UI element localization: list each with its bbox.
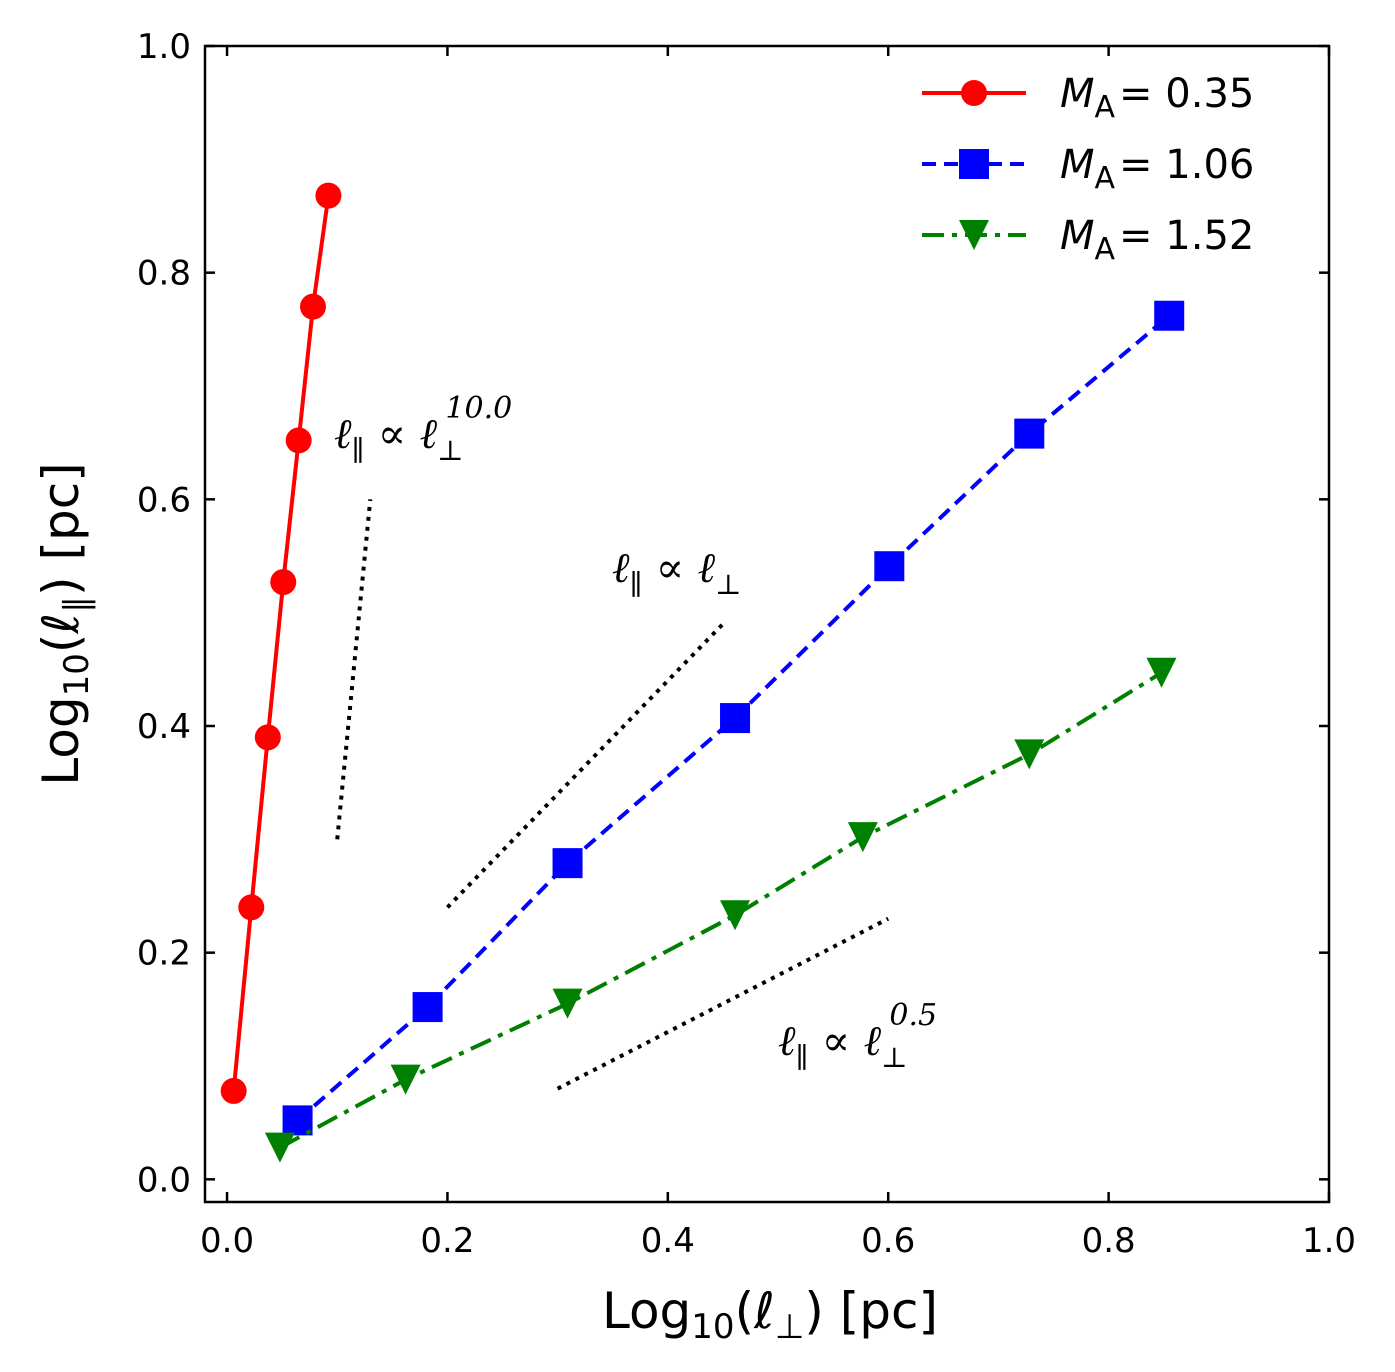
- legend-label: MA = 1.52: [1060, 213, 1254, 267]
- x-tick-label: 0.2: [420, 1221, 474, 1261]
- reference-line-label: ℓ∥ ∝ ℓ⊥0.5: [778, 998, 937, 1074]
- reference-label-ell: ℓ: [698, 543, 716, 592]
- y-axis-title-sub: 10: [57, 653, 97, 696]
- reference-label-part: ∝ ℓ: [642, 543, 715, 592]
- x-tick-label: 0.0: [200, 1221, 254, 1261]
- legend-label-symbol: M: [1060, 71, 1095, 117]
- series-layer: [220, 182, 1185, 1163]
- reference-label-part: ∝ ℓ: [808, 1016, 881, 1065]
- reference-label-part: ∥: [796, 1041, 809, 1074]
- y-tick-label: 0.2: [137, 934, 191, 974]
- y-tick-label: 0.4: [137, 707, 191, 747]
- marker-square: [1154, 300, 1185, 331]
- marker-circle: [285, 427, 312, 454]
- series: [282, 300, 1185, 1136]
- y-axis-title: Log10(ℓ∥) [pc]: [32, 462, 97, 785]
- marker-triangle-down: [847, 822, 878, 853]
- reference-label-proportional: ∝: [642, 543, 697, 592]
- y-tick-label: 0.6: [137, 480, 191, 520]
- reference-label-part: ℓ: [612, 543, 630, 592]
- reference-label-proportional: ∝: [808, 1016, 863, 1065]
- x-tick-label: 0.4: [641, 1221, 695, 1261]
- x-axis-title: Log10(ℓ⊥) [pc]: [602, 1282, 938, 1347]
- reference-lines: [335, 499, 890, 1091]
- reference-label-part: ⊥: [881, 1041, 907, 1074]
- reference-label-exponent: 0.5: [889, 998, 937, 1033]
- reference-line-label: ℓ∥ ∝ ℓ⊥10.0: [334, 391, 512, 467]
- reference-label-part: ∥: [630, 568, 643, 601]
- x-tick-label: 0.8: [1082, 1221, 1136, 1261]
- legend-label-value: = 1.06: [1119, 142, 1254, 188]
- x-axis-title-close: ) [pc]: [804, 1282, 938, 1340]
- marker-triangle-down: [390, 1064, 421, 1095]
- y-tick-label: 1.0: [137, 27, 191, 67]
- marker-circle: [315, 182, 342, 209]
- x-tick-label: 0.6: [861, 1221, 915, 1261]
- reference-label-part: ⊥: [715, 568, 741, 601]
- reference-label-part: ℓ: [334, 409, 352, 458]
- y-axis-title-symbol-sub: ∥: [57, 596, 97, 613]
- reference-label-part: ∝ ℓ: [364, 409, 437, 458]
- marker-circle: [238, 894, 265, 921]
- series: [264, 657, 1177, 1163]
- marker-square: [959, 149, 989, 179]
- legend-label: MA = 1.06: [1060, 142, 1254, 196]
- marker-square: [1014, 418, 1045, 449]
- reference-label-part: ⊥: [437, 434, 463, 467]
- marker-triangle-down: [1146, 657, 1177, 688]
- marker-triangle-down: [264, 1132, 295, 1163]
- annotations: ℓ∥ ∝ ℓ⊥10.0ℓ∥ ∝ ℓ⊥ℓ∥ ∝ ℓ⊥0.5: [334, 391, 937, 1074]
- x-axis-title-symbol-sub: ⊥: [775, 1307, 805, 1347]
- marker-circle: [299, 293, 326, 320]
- legend-label-symbol: M: [1060, 213, 1095, 259]
- x-axis-title-open: (ℓ: [735, 1282, 775, 1340]
- legend-label-sub: A: [1095, 232, 1116, 267]
- legend-entry: MA = 1.06: [922, 142, 1254, 196]
- reference-label-proportional: ∝: [364, 409, 419, 458]
- marker-circle: [961, 80, 987, 106]
- x-axis-title-prefix: Log: [602, 1282, 691, 1340]
- x-axis-title-sub: 10: [691, 1307, 734, 1347]
- legend-entry: MA = 0.35: [922, 71, 1254, 125]
- y-tick-label: 0.0: [137, 1160, 191, 1200]
- reference-label-exponent: 10.0: [445, 391, 512, 426]
- marker-triangle-down: [959, 220, 989, 250]
- y-axis-title-open: (ℓ: [32, 613, 90, 653]
- reference-label-part: ∥: [352, 434, 365, 467]
- marker-circle: [270, 569, 297, 596]
- marker-triangle-down: [720, 900, 751, 931]
- y-axis-title-prefix: Log: [32, 696, 90, 785]
- marker-circle: [254, 724, 281, 751]
- axis-ticks: 0.0 0.2 0.4 0.6 0.8 1.0 0.0 0.2 0.4 0.6 0.8 1.0: [137, 27, 1356, 1261]
- reference-line: [335, 499, 373, 840]
- plot-frame: [203, 44, 1331, 1204]
- marker-triangle-down: [552, 988, 583, 1019]
- series: [220, 182, 342, 1104]
- marker-square: [412, 992, 443, 1023]
- legend-label-sub: A: [1095, 161, 1116, 196]
- y-tick-label: 0.8: [137, 254, 191, 294]
- plot-background: [205, 46, 1329, 1202]
- legend-label-sub: A: [1095, 90, 1116, 125]
- marker-circle: [220, 1077, 247, 1104]
- legend-label: MA = 0.35: [1060, 71, 1254, 125]
- legend-label-value: = 1.52: [1119, 213, 1254, 259]
- reference-line-label: ℓ∥ ∝ ℓ⊥: [612, 543, 741, 601]
- marker-square: [552, 848, 583, 879]
- legend-label-value: = 0.35: [1119, 71, 1254, 117]
- marker-triangle-down: [1014, 739, 1045, 770]
- reference-label-ell: ℓ: [420, 409, 438, 458]
- marker-square: [874, 551, 905, 582]
- legend-entry: MA = 1.52: [922, 213, 1254, 267]
- marker-square: [720, 703, 751, 734]
- x-tick-label: 1.0: [1302, 1221, 1356, 1261]
- legend-label-symbol: M: [1060, 142, 1095, 188]
- reference-label-ell: ℓ: [864, 1016, 882, 1065]
- reference-line: [556, 916, 890, 1091]
- y-axis-title-close: ) [pc]: [32, 462, 90, 596]
- reference-label-part: ℓ: [778, 1016, 796, 1065]
